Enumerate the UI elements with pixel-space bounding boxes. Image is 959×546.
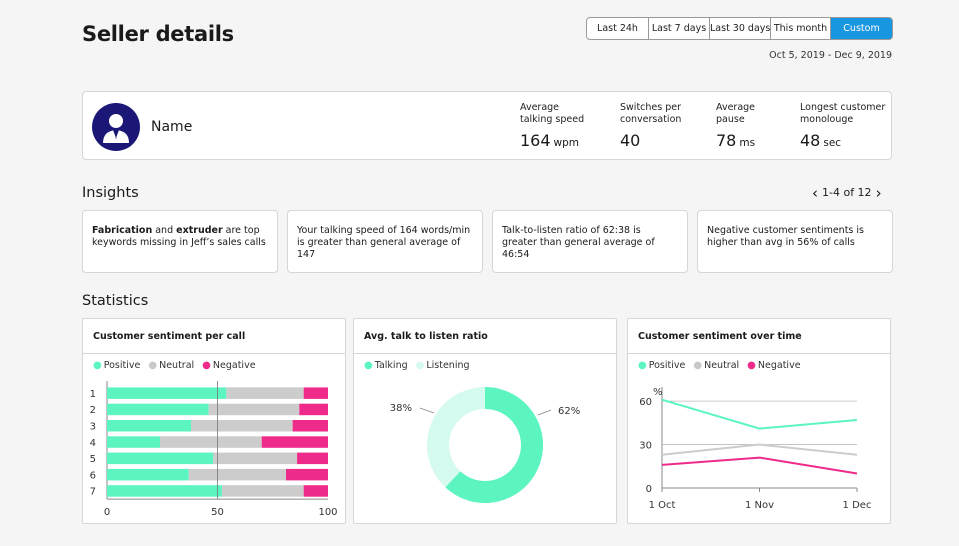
user-icon	[103, 114, 129, 143]
series-line-positive	[661, 398, 858, 430]
bar-segment-neutral	[226, 387, 304, 399]
bar-segment-neutral	[221, 485, 304, 497]
chart-title: Avg. talk to listen ratio	[354, 319, 616, 354]
metric-value: 48 sec	[800, 131, 842, 150]
chart-title: Customer sentiment over time	[628, 319, 890, 354]
range-last-30-days-button[interactable]: Last 30 days	[710, 18, 771, 39]
sentiment-over-time-card: Customer sentiment over time ● Positive ●…	[627, 318, 891, 524]
y-axis-label: %	[653, 387, 663, 398]
bar-segment-positive	[107, 452, 214, 465]
seller-name: Name	[151, 119, 193, 135]
insight-card[interactable]: Negative customer sentiments is higher t…	[697, 210, 893, 273]
chart-legend: ● Positive ● Neutral ● Negative	[638, 360, 801, 371]
chart-title: Customer sentiment per call	[83, 319, 345, 354]
bar-segment-neutral	[160, 436, 262, 448]
talk-listen-ratio-card: Avg. talk to listen ratio ● Talking ● List…	[353, 318, 617, 524]
bar-segment-negative	[286, 468, 328, 481]
bar-segment-positive	[107, 403, 209, 416]
insight-card[interactable]: Talk-to-listen ratio of 62:38 is greater…	[492, 210, 688, 273]
sentiment-per-call-card: Customer sentiment per call ● Positive ● N…	[82, 318, 346, 524]
bar-segment-negative	[297, 452, 328, 465]
y-tick-label: 7	[90, 487, 96, 498]
chevron-right-icon[interactable]: ›	[875, 183, 882, 202]
bar-segment-neutral	[208, 403, 300, 416]
x-tick-label: 1 Dec	[843, 500, 872, 511]
bar-segment-neutral	[188, 468, 287, 481]
x-tick-label: 0	[104, 507, 110, 518]
label-leader-line	[419, 407, 435, 414]
x-tick-label: 1 Nov	[745, 500, 774, 511]
chart-legend: ● Positive ● Neutral ● Negative	[93, 360, 256, 371]
chart-legend: ● Talking ● Listening	[364, 360, 470, 371]
bar-segment-positive	[107, 468, 189, 481]
pager-text: 1-4 of 12	[822, 186, 872, 199]
bar-segment-neutral	[190, 420, 293, 432]
y-tick-label: 1	[90, 389, 96, 400]
x-tick-label: 1 Oct	[649, 500, 676, 511]
avatar	[92, 103, 140, 151]
range-last-7-days-button[interactable]: Last 7 days	[649, 18, 710, 39]
metric-longest-monologue: Longest customer monolouge 48 sec	[800, 102, 885, 150]
y-tick-label: 60	[639, 397, 652, 408]
date-range-selector: Last 24h Last 7 days Last 30 days This m…	[586, 17, 893, 40]
insight-card[interactable]: Your talking speed of 164 words/min is g…	[287, 210, 483, 273]
label-leader-line	[537, 409, 552, 416]
series-line-negative	[661, 456, 858, 475]
donut-slice-listening	[427, 387, 485, 488]
metric-label: Average talking speed	[520, 102, 585, 125]
insights-title: Insights	[82, 185, 139, 201]
metric-label: Longest customer monolouge	[800, 102, 886, 125]
bar-segment-positive	[107, 387, 227, 399]
y-tick-label: 0	[646, 484, 652, 495]
metric-label: Average pause	[716, 102, 756, 125]
y-tick-label: 6	[90, 470, 96, 481]
y-tick-label: 2	[90, 405, 96, 416]
bar-segment-negative	[292, 420, 328, 432]
bar-segment-positive	[107, 420, 191, 432]
metric-value: 164 wpm	[520, 131, 580, 150]
metric-average-pause: Average pause 78 ms	[716, 102, 755, 150]
donut-chart: 62% 38%	[390, 387, 580, 503]
metric-switches: Switches per conversation 40	[620, 102, 681, 150]
slice-label: 38%	[390, 403, 412, 414]
y-tick-label: 3	[90, 422, 96, 433]
metric-label: Switches per conversation	[620, 102, 682, 125]
page-title: Seller details	[82, 22, 234, 46]
y-tick-label: 5	[90, 454, 96, 465]
statistics-title: Statistics	[82, 293, 149, 309]
bar-segment-negative	[303, 485, 328, 497]
bar-segment-positive	[107, 436, 161, 448]
x-tick-label: 50	[211, 507, 224, 518]
bar-segment-negative	[299, 403, 328, 416]
x-tick-label: 100	[318, 507, 337, 518]
metric-value: 40	[620, 131, 641, 150]
metric-talking-speed: Average talking speed 164 wpm	[520, 102, 584, 150]
slice-label: 62%	[558, 406, 580, 417]
range-this-month-button[interactable]: This month	[771, 18, 831, 39]
series-line-neutral	[661, 443, 858, 456]
bar-segment-negative	[261, 436, 328, 448]
stacked-bar-chart: 1 2 3 4 5 6 70 50 100	[90, 381, 338, 518]
insights-pager: ‹ 1-4 of 12 ›	[812, 183, 882, 202]
range-last-24h-button[interactable]: Last 24h	[587, 18, 649, 39]
insight-card[interactable]: Fabrication and extruder are top keyword…	[82, 210, 278, 273]
chevron-left-icon[interactable]: ‹	[812, 183, 818, 202]
donut-slice-talking	[445, 387, 543, 503]
date-range-text: Oct 5, 2019 - Dec 9, 2019	[769, 50, 892, 61]
y-tick-label: 30	[639, 441, 652, 452]
metric-value: 78 ms	[716, 131, 756, 150]
range-custom-button[interactable]: Custom	[831, 18, 892, 39]
bar-segment-negative	[303, 387, 328, 399]
bar-segment-neutral	[213, 452, 298, 465]
seller-profile-card: Name Average talking speed 164 wpm Switche…	[82, 91, 892, 160]
bar-segment-positive	[107, 485, 222, 497]
y-tick-label: 4	[90, 438, 96, 449]
line-chart: 0 30 60% 1 Oct 1 Nov 1 Dec	[639, 387, 872, 511]
